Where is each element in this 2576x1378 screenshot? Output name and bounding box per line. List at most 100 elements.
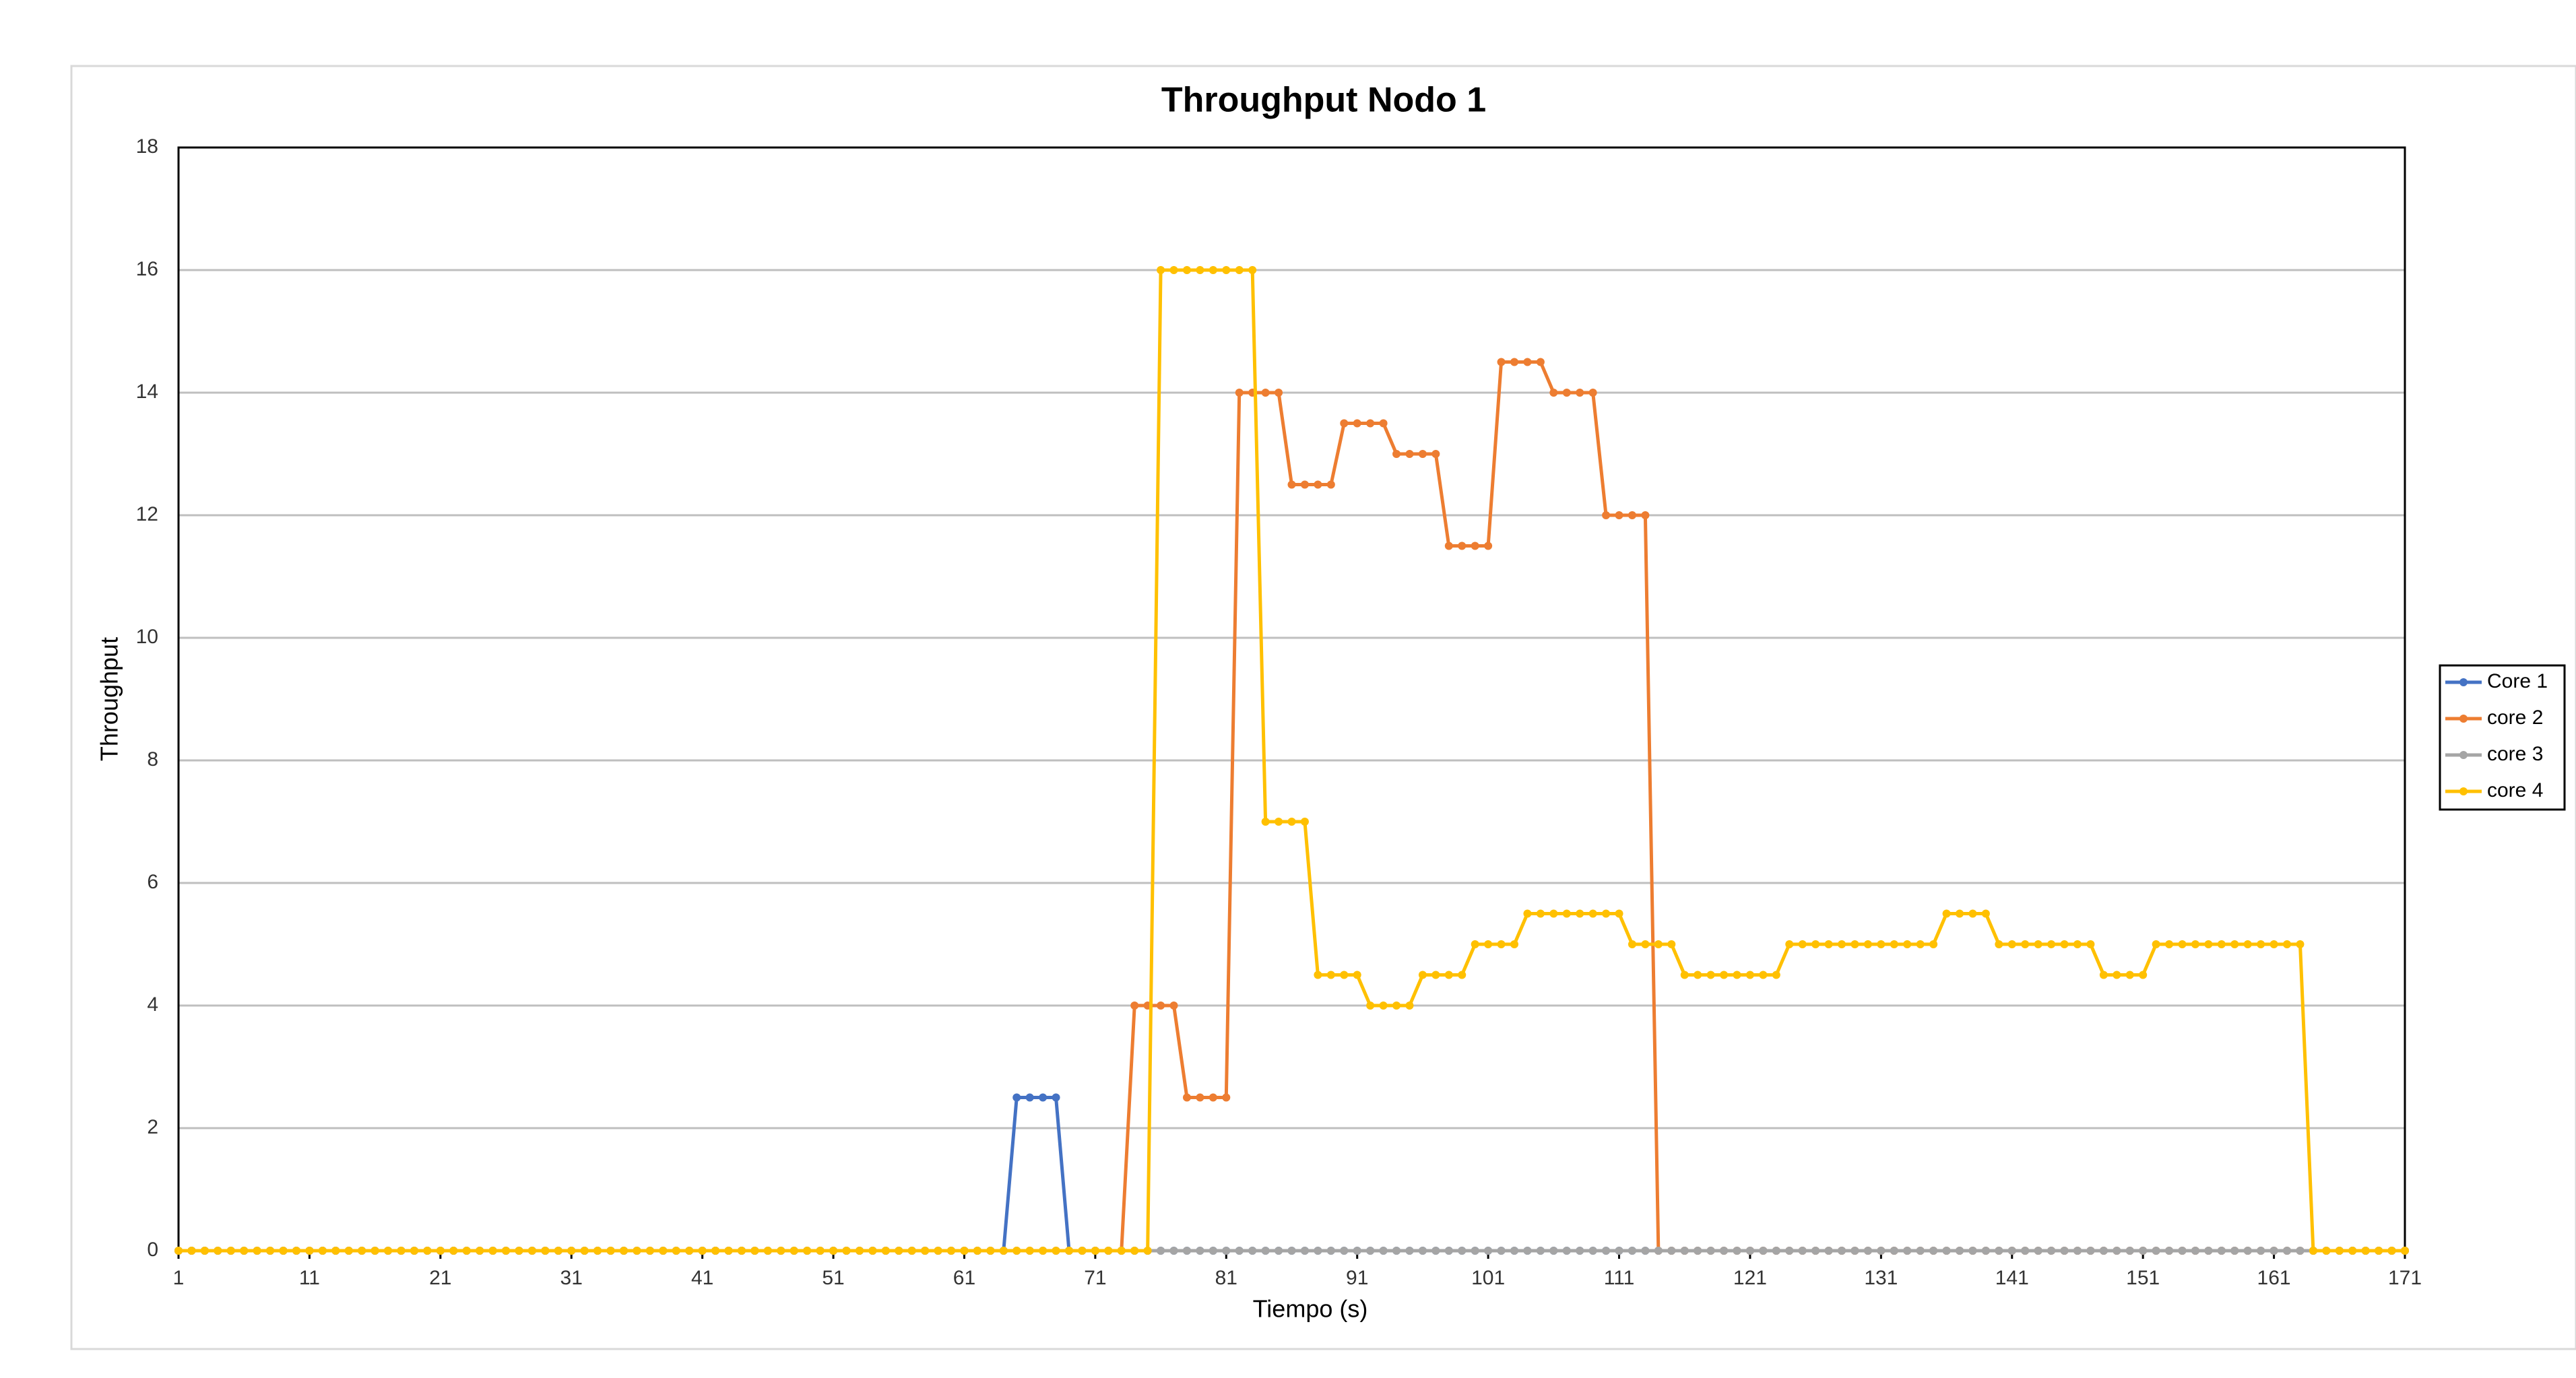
data-point (1929, 940, 1938, 948)
x-tick-label: 61 (953, 1267, 975, 1289)
data-point (2257, 1247, 2265, 1255)
data-point (1261, 818, 1270, 826)
data-point (554, 1247, 562, 1255)
data-point (1824, 1247, 1833, 1255)
data-point (1444, 1247, 1453, 1255)
data-point (1326, 1247, 1335, 1255)
legend-label: core 3 (2487, 743, 2543, 765)
data-point (1235, 266, 1244, 274)
data-point (2283, 1247, 2292, 1255)
data-point (606, 1247, 615, 1255)
data-point (2401, 1247, 2409, 1255)
data-point (318, 1247, 327, 1255)
data-point (1942, 1247, 1951, 1255)
data-point (1588, 909, 1597, 918)
data-point (1562, 389, 1571, 397)
data-point (397, 1247, 406, 1255)
data-point (1877, 1247, 1886, 1255)
data-point (1929, 1247, 1938, 1255)
data-point (1536, 909, 1545, 918)
data-point (1300, 480, 1309, 489)
data-point (1314, 971, 1322, 979)
data-point (1484, 1247, 1493, 1255)
data-point (659, 1247, 668, 1255)
data-point (2230, 1247, 2239, 1255)
data-point (1497, 358, 1506, 366)
data-point (1995, 940, 2003, 948)
data-point (1667, 1247, 1676, 1255)
data-point (1745, 1247, 1754, 1255)
data-point (1169, 1247, 1178, 1255)
data-point (436, 1247, 445, 1255)
data-point (1785, 1247, 1794, 1255)
data-point (1405, 450, 1414, 458)
data-point (2387, 1247, 2396, 1255)
data-point (2335, 1247, 2344, 1255)
data-point (842, 1247, 851, 1255)
y-tick-label: 4 (147, 993, 158, 1016)
data-point (527, 1247, 536, 1255)
data-point (1602, 511, 1611, 519)
data-point (292, 1247, 300, 1255)
data-point (1222, 1247, 1231, 1255)
data-point (2113, 1247, 2121, 1255)
data-point (2047, 1247, 2056, 1255)
data-point (973, 1247, 981, 1255)
data-point (750, 1247, 759, 1255)
data-point (1785, 940, 1794, 948)
data-point (960, 1247, 969, 1255)
data-point (266, 1247, 275, 1255)
data-point (1196, 1093, 1204, 1102)
y-tick-label: 14 (136, 381, 158, 403)
data-point (2113, 971, 2121, 979)
data-point (1392, 1002, 1401, 1010)
data-point (1392, 450, 1401, 458)
data-point (1628, 1247, 1636, 1255)
data-point (1602, 1247, 1611, 1255)
data-point (803, 1247, 812, 1255)
data-point (1981, 909, 1990, 918)
y-tick-label: 12 (136, 503, 158, 525)
data-point (1890, 1247, 1898, 1255)
data-point (907, 1247, 916, 1255)
data-point (1222, 266, 1231, 274)
data-point (1850, 1247, 1859, 1255)
data-point (1196, 266, 1204, 274)
data-point (1287, 480, 1296, 489)
data-point (1772, 971, 1780, 979)
data-point (1641, 940, 1650, 948)
chart-title: Throughput Nodo 1 (1161, 81, 1486, 120)
data-point (1562, 1247, 1571, 1255)
data-point (1444, 542, 1453, 550)
data-point (476, 1247, 484, 1255)
data-point (1510, 940, 1518, 948)
data-point (214, 1247, 222, 1255)
data-point (1745, 971, 1754, 979)
data-point (1759, 1247, 1768, 1255)
data-point (1576, 389, 1584, 397)
data-point (2152, 1247, 2160, 1255)
x-tick-label: 91 (1346, 1267, 1368, 1289)
x-tick-label: 31 (560, 1267, 583, 1289)
data-point (580, 1247, 589, 1255)
data-point (645, 1247, 654, 1255)
data-point (2361, 1247, 2370, 1255)
data-point (1536, 358, 1545, 366)
data-point (2243, 940, 2252, 948)
data-point (2269, 940, 2278, 948)
data-point (1706, 971, 1715, 979)
data-point (1576, 1247, 1584, 1255)
data-point (1091, 1247, 1099, 1255)
data-point (1510, 1247, 1518, 1255)
x-tick-label: 161 (2257, 1267, 2291, 1289)
data-point (1680, 971, 1689, 979)
data-point (1039, 1093, 1048, 1102)
x-tick-label: 11 (299, 1267, 320, 1289)
data-point (1418, 1247, 1427, 1255)
data-point (1995, 1247, 2003, 1255)
x-tick-label: 151 (2126, 1267, 2160, 1289)
data-point (410, 1247, 418, 1255)
data-point (1694, 971, 1702, 979)
data-point (541, 1247, 550, 1255)
